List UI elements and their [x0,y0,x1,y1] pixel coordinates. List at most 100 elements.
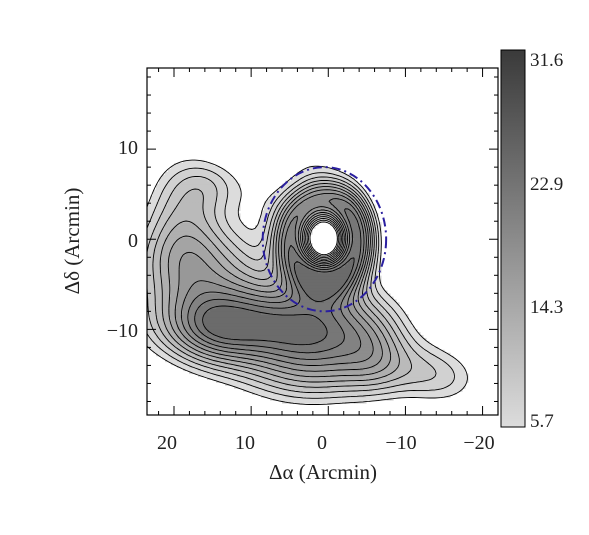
contour-fill-cell [180,337,184,342]
contour-fill-cell [309,266,313,271]
contour-fill-cell [348,334,352,339]
contour-fill-cell [366,397,370,401]
contour-fill-cell [315,394,319,398]
contour-fill-cell [189,361,193,366]
contour-fill-cell [336,234,340,238]
contour-fill-cell [366,242,370,247]
contour-fill-cell [342,382,346,386]
contour-fill-cell [312,275,316,280]
contour-fill-cell [276,275,280,280]
contour-fill-cell [150,219,154,223]
contour-fill-cell [306,305,310,309]
contour-fill-cell [348,394,352,398]
contour-fill-cell [336,287,340,292]
contour-fill-cell [234,231,238,235]
contour-fill-cell [216,248,220,253]
contour-fill-cell [198,234,202,238]
contour-fill-cell [147,326,151,330]
contour-fill-cell [231,311,235,315]
contour-fill-cell [456,379,460,383]
contour-fill-cell [252,248,256,253]
contour-fill-cell [264,328,268,333]
contour-fill-cell [174,248,178,253]
contour-fill-cell [219,355,223,360]
contour-fill-cell [303,394,307,398]
contour-fill-cell [327,361,331,366]
contour-fill-cell [318,320,322,324]
contour-fill-cell [285,254,289,259]
contour-fill-cell [234,296,238,300]
contour-fill-cell [225,355,229,360]
contour-fill-cell [351,302,355,306]
contour-fill-cell [270,370,274,375]
contour-fill-cell [297,269,301,274]
contour-fill-cell [417,337,421,342]
contour-fill-cell [228,355,232,360]
contour-fill-cell [327,272,331,277]
contour-fill-cell [162,346,166,351]
contour-fill-cell [222,269,226,274]
contour-fill-cell [183,323,187,327]
contour-fill-cell [195,251,199,256]
contour-fill-cell [219,237,223,241]
contour-fill-cell [366,364,370,369]
contour-fill-cell [216,337,220,342]
contour-fill-cell [228,231,232,235]
contour-fill-cell [345,343,349,348]
contour-fill-cell [369,370,373,375]
contour-fill-cell [390,367,394,372]
contour-fill-cell [234,373,238,378]
contour-fill-cell [177,225,181,229]
contour-fill-cell [387,320,391,324]
contour-fill-cell [210,317,214,321]
contour-fill-cell [153,260,157,265]
contour-fill-cell [318,343,322,348]
contour-fill-cell [306,311,310,315]
contour-fill-cell [174,222,178,226]
contour-fill-cell [219,225,223,229]
contour-fill-cell [222,314,226,318]
contour-fill-cell [330,284,334,289]
contour-fill-cell [162,352,166,357]
contour-fill-cell [231,237,235,241]
contour-fill-cell [246,355,250,360]
contour-fill-cell [180,269,184,274]
contour-fill-cell [285,290,289,295]
contour-fill-cell [357,337,361,342]
contour-fill-cell [249,355,253,360]
contour-fill-cell [387,305,391,309]
contour-fill-cell [222,278,226,283]
contour-fill-cell [198,355,202,360]
contour-fill-cell [255,266,259,271]
contour-fill-cell [330,397,334,401]
contour-fill-cell [210,272,214,277]
contour-fill-cell [354,225,358,229]
contour-fill-cell [303,272,307,277]
contour-fill-cell [270,219,274,223]
contour-fill-cell [351,245,355,250]
contour-fill-cell [240,287,244,292]
contour-fill-cell [147,320,151,324]
contour-fill-cell [273,355,277,360]
contour-fill-cell [258,328,262,333]
contour-fill-cell [378,382,382,386]
contour-fill-cell [261,263,265,268]
contour-fill-cell [315,317,319,321]
contour-fill-cell [228,281,232,286]
contour-fill-cell [189,254,193,259]
contour-fill-cell [408,391,412,395]
contour-fill-cell [240,240,244,244]
contour-fill-cell [237,326,241,330]
contour-fill-cell [285,245,289,250]
contour-fill-cell [276,305,280,309]
contour-fill-cell [315,281,319,286]
contour-fill-cell [375,242,379,247]
contour-fill-cell [243,385,247,389]
contour-fill-cell [399,320,403,324]
contour-fill-cell [210,275,214,280]
contour-fill-cell [234,237,238,241]
contour-fill-cell [369,278,373,283]
contour-fill-cell [315,364,319,369]
contour-fill-cell [327,281,331,286]
contour-fill-cell [363,370,367,375]
